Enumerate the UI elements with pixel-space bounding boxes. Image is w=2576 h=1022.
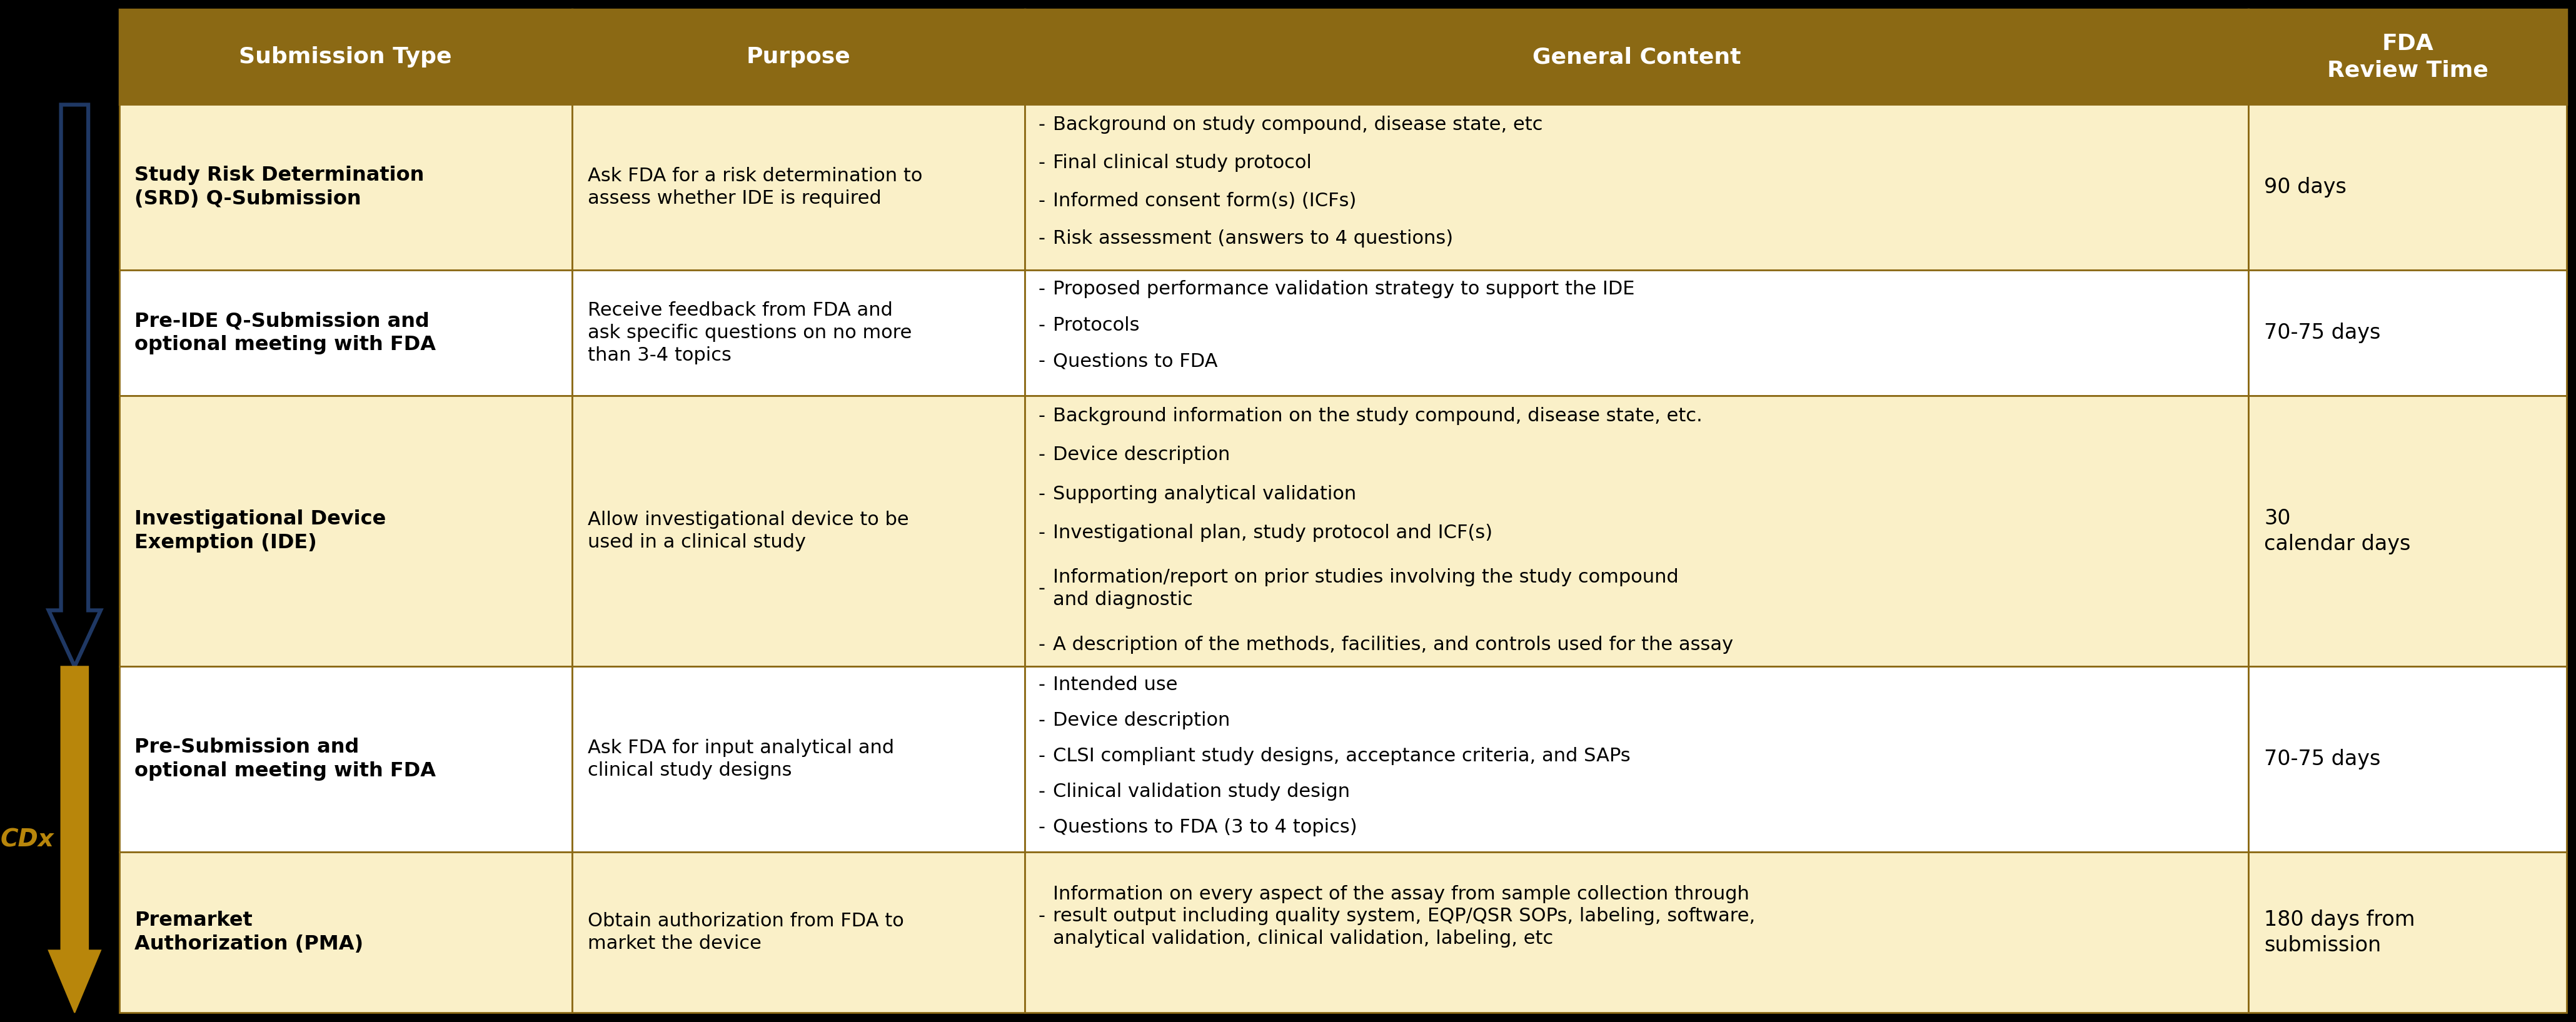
Bar bbox=[118, 104, 572, 270]
Text: Clinical validation study design: Clinical validation study design bbox=[1054, 783, 1350, 801]
Text: Investigational Device
Exemption (IDE): Investigational Device Exemption (IDE) bbox=[134, 509, 386, 553]
Bar bbox=[1025, 270, 2249, 396]
Bar bbox=[1025, 396, 2249, 666]
Text: 90 days: 90 days bbox=[2264, 177, 2347, 198]
Text: -: - bbox=[1038, 230, 1046, 247]
Bar bbox=[572, 104, 1025, 270]
Text: Questions to FDA: Questions to FDA bbox=[1054, 352, 1218, 370]
Bar bbox=[1025, 852, 2249, 1013]
Text: Background on study compound, disease state, etc: Background on study compound, disease st… bbox=[1054, 115, 1543, 134]
Bar bbox=[2249, 396, 2566, 666]
Text: Protocols: Protocols bbox=[1054, 316, 1139, 334]
Text: 30
calendar days: 30 calendar days bbox=[2264, 508, 2411, 554]
Text: -: - bbox=[1038, 908, 1046, 925]
Text: FDA
Review Time: FDA Review Time bbox=[2326, 34, 2488, 81]
Text: Background information on the study compound, disease state, etc.: Background information on the study comp… bbox=[1054, 407, 1703, 425]
Text: Investigational plan, study protocol and ICF(s): Investigational plan, study protocol and… bbox=[1054, 523, 1492, 542]
Text: 70-75 days: 70-75 days bbox=[2264, 323, 2380, 343]
Bar bbox=[2249, 852, 2566, 1013]
Text: 70-75 days: 70-75 days bbox=[2264, 749, 2380, 770]
Text: -: - bbox=[1038, 484, 1046, 503]
Text: Information/report on prior studies involving the study compound
and diagnostic: Information/report on prior studies invo… bbox=[1054, 568, 1680, 609]
Text: Information on every aspect of the assay from sample collection through
result o: Information on every aspect of the assay… bbox=[1054, 885, 1754, 947]
Text: Proposed performance validation strategy to support the IDE: Proposed performance validation strategy… bbox=[1054, 280, 1633, 298]
Bar bbox=[572, 396, 1025, 666]
Text: -: - bbox=[1038, 711, 1046, 730]
Bar bbox=[118, 270, 572, 396]
Text: Supporting analytical validation: Supporting analytical validation bbox=[1054, 484, 1355, 503]
Text: -: - bbox=[1038, 446, 1046, 464]
Text: -: - bbox=[1038, 747, 1046, 765]
Polygon shape bbox=[49, 666, 100, 1013]
Text: Premarket
Authorization (PMA): Premarket Authorization (PMA) bbox=[134, 911, 363, 954]
Bar bbox=[2249, 9, 2566, 104]
Text: Pre-Submission and
optional meeting with FDA: Pre-Submission and optional meeting with… bbox=[134, 738, 435, 781]
Text: Allow investigational device to be
used in a clinical study: Allow investigational device to be used … bbox=[587, 511, 909, 551]
Text: Receive feedback from FDA and
ask specific questions on no more
than 3-4 topics: Receive feedback from FDA and ask specif… bbox=[587, 301, 912, 365]
Text: -: - bbox=[1038, 407, 1046, 425]
Bar bbox=[118, 396, 572, 666]
Bar bbox=[572, 270, 1025, 396]
Text: Device description: Device description bbox=[1054, 446, 1229, 464]
Text: -: - bbox=[1038, 352, 1046, 370]
Text: -: - bbox=[1038, 636, 1046, 653]
Text: Questions to FDA (3 to 4 topics): Questions to FDA (3 to 4 topics) bbox=[1054, 819, 1358, 836]
Text: -: - bbox=[1038, 192, 1046, 210]
Text: CLSI compliant study designs, acceptance criteria, and SAPs: CLSI compliant study designs, acceptance… bbox=[1054, 747, 1631, 765]
Text: CDx: CDx bbox=[0, 828, 54, 851]
Text: Final clinical study protocol: Final clinical study protocol bbox=[1054, 153, 1311, 172]
Bar bbox=[1025, 104, 2249, 270]
Text: Ask FDA for input analytical and
clinical study designs: Ask FDA for input analytical and clinica… bbox=[587, 739, 894, 780]
Text: -: - bbox=[1038, 579, 1046, 598]
Text: Submission Type: Submission Type bbox=[240, 46, 451, 67]
Text: -: - bbox=[1038, 783, 1046, 801]
Text: -: - bbox=[1038, 280, 1046, 298]
Bar bbox=[118, 666, 572, 852]
Text: Study Risk Determination
(SRD) Q-Submission: Study Risk Determination (SRD) Q-Submiss… bbox=[134, 166, 425, 210]
Text: General Content: General Content bbox=[1533, 46, 1741, 67]
Text: Device description: Device description bbox=[1054, 711, 1229, 730]
Bar bbox=[2249, 104, 2566, 270]
Text: 180 days from
submission: 180 days from submission bbox=[2264, 910, 2416, 956]
Bar bbox=[2249, 270, 2566, 396]
Text: Ask FDA for a risk determination to
assess whether IDE is required: Ask FDA for a risk determination to asse… bbox=[587, 168, 922, 207]
Text: -: - bbox=[1038, 819, 1046, 836]
Bar bbox=[2249, 666, 2566, 852]
Text: A description of the methods, facilities, and controls used for the assay: A description of the methods, facilities… bbox=[1054, 636, 1734, 653]
Text: -: - bbox=[1038, 676, 1046, 694]
Text: Purpose: Purpose bbox=[747, 46, 850, 67]
Bar bbox=[118, 852, 572, 1013]
Bar bbox=[572, 852, 1025, 1013]
Bar bbox=[118, 9, 572, 104]
Text: Obtain authorization from FDA to
market the device: Obtain authorization from FDA to market … bbox=[587, 912, 904, 953]
Bar bbox=[1025, 9, 2249, 104]
Text: Informed consent form(s) (ICFs): Informed consent form(s) (ICFs) bbox=[1054, 192, 1355, 210]
Text: -: - bbox=[1038, 115, 1046, 134]
Text: Intended use: Intended use bbox=[1054, 676, 1177, 694]
Text: Pre-IDE Q-Submission and
optional meeting with FDA: Pre-IDE Q-Submission and optional meetin… bbox=[134, 312, 435, 355]
Text: -: - bbox=[1038, 153, 1046, 172]
Text: -: - bbox=[1038, 316, 1046, 334]
Text: Risk assessment (answers to 4 questions): Risk assessment (answers to 4 questions) bbox=[1054, 230, 1453, 247]
Text: -: - bbox=[1038, 523, 1046, 542]
Bar bbox=[572, 666, 1025, 852]
Bar bbox=[572, 9, 1025, 104]
Bar bbox=[1025, 666, 2249, 852]
